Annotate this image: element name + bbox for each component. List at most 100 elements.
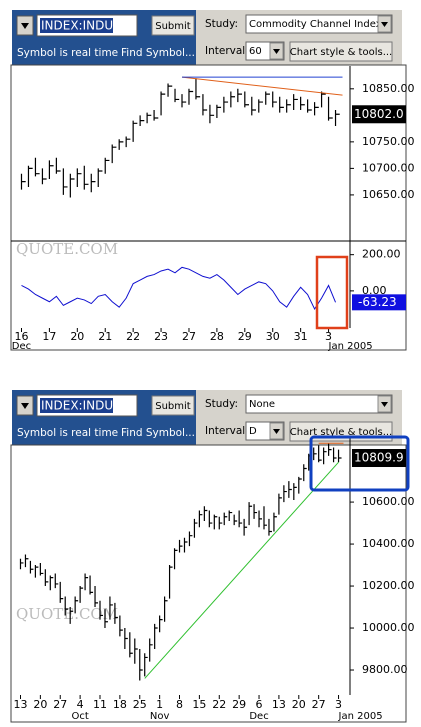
ohlc-bar <box>49 575 54 591</box>
ohlc-bar <box>223 512 228 526</box>
submit-button[interactable] <box>151 15 195 36</box>
ohlc-bar <box>258 99 263 113</box>
realtime-link[interactable]: Symbol is real time <box>17 427 118 439</box>
interval-label: Interval: <box>205 45 249 57</box>
ohlc-bar <box>258 510 263 528</box>
x-tick-label: 8 <box>176 698 183 711</box>
ohlc-bar <box>273 512 277 532</box>
ohlc-bar <box>34 157 40 177</box>
ohlc-bar <box>293 483 297 500</box>
ohlc-bar <box>313 447 317 461</box>
last-price: 10809.9 <box>354 451 404 465</box>
x-tick-label: 27 <box>312 698 326 711</box>
ohlc-bar <box>24 554 29 568</box>
ohlc-bar <box>208 510 213 528</box>
ohlc-bar <box>99 600 103 620</box>
x-tick-label: 23 <box>154 330 168 343</box>
ohlc-bar <box>54 573 59 589</box>
symbol-text: INDEX:INDU <box>41 19 113 33</box>
ohlc-bar <box>328 443 332 456</box>
y-tick-label: 9800.00 <box>362 663 408 676</box>
find-link[interactable]: Find Symbol... <box>121 427 195 439</box>
trend-line <box>181 76 343 96</box>
x-tick-label: 25 <box>133 698 147 711</box>
x-tick-label: 27 <box>53 698 67 711</box>
x-tick-label: 18 <box>113 698 127 711</box>
ohlc-bar <box>27 165 33 187</box>
menu-arrow <box>21 403 29 409</box>
y-tick-label: 10850.00 <box>362 82 415 95</box>
interval-value: D <box>249 426 257 437</box>
cci-last-box <box>352 294 406 311</box>
ohlc-bar <box>119 615 123 637</box>
ohlc-bar <box>134 638 138 664</box>
find-link[interactable]: Find Symbol... <box>121 47 195 59</box>
y-tick-label: 10200.00 <box>362 579 415 592</box>
study-label: Study: <box>205 18 238 30</box>
interval-arrow <box>273 49 280 54</box>
ohlc-bar <box>69 607 74 624</box>
ohlc-bar <box>89 575 94 595</box>
ohlc-bar <box>216 104 222 118</box>
menu-arrow <box>21 23 29 29</box>
ohlc-bar <box>83 165 89 190</box>
x-tick-label: 11 <box>93 698 107 711</box>
cci-last: -63.23 <box>358 295 397 309</box>
ohlc-bar <box>188 531 193 547</box>
x-tick-label: 22 <box>212 698 226 711</box>
ohlc-bar <box>149 638 153 662</box>
ohlc-bar <box>178 539 183 553</box>
month-label: Nov <box>150 711 170 722</box>
chart-frame <box>10 64 407 351</box>
submit-button[interactable] <box>151 395 195 416</box>
ohlc-bar <box>29 560 34 574</box>
ohlc-bar <box>164 596 168 622</box>
watermark: QUOTE.COM <box>16 240 118 258</box>
ohlc-bar <box>41 168 47 185</box>
ohlc-bar <box>153 110 159 121</box>
ohlc-bar <box>248 502 253 526</box>
ohlc-bar <box>268 518 272 536</box>
ohlc-bar <box>300 96 305 111</box>
study-value: Commodity Channel Index <box>249 19 382 30</box>
ohlc-bar <box>213 514 218 530</box>
ohlc-bar <box>251 96 256 116</box>
submit-label: Submit <box>155 401 191 412</box>
ohlc-bar <box>94 586 99 608</box>
study-value: None <box>249 399 275 410</box>
ohlc-bar <box>198 510 203 528</box>
trend-line <box>144 461 339 679</box>
study-select[interactable] <box>245 14 393 34</box>
ohlc-bar <box>76 168 82 187</box>
symbol-selection <box>40 398 113 413</box>
y-tick-label: 10650.00 <box>362 188 415 201</box>
ohlc-bar <box>146 112 152 124</box>
ohlc-bar <box>129 632 133 658</box>
ohlc-bar <box>288 481 292 498</box>
study-select[interactable] <box>245 394 393 414</box>
ohlc-bar <box>59 581 64 603</box>
ohlc-bar <box>74 596 79 614</box>
ohlc-bar <box>272 91 277 108</box>
tools-button[interactable] <box>289 41 393 62</box>
y-tick-label: 10000.00 <box>362 621 415 634</box>
ohlc-bar <box>62 168 68 195</box>
x-tick-label: 13 <box>13 698 27 711</box>
ohlc-bar <box>125 136 131 148</box>
ohlc-bar <box>334 110 340 126</box>
ohlc-bar <box>237 88 243 103</box>
x-tick-label: 15 <box>192 698 206 711</box>
ohlc-bar <box>173 548 178 570</box>
interval-arrow <box>273 429 280 434</box>
ohlc-bar <box>228 510 233 521</box>
ohlc-bar <box>286 99 291 113</box>
month-label: Dec <box>12 341 31 352</box>
x-tick-label: 30 <box>266 330 280 343</box>
y-tick-label: 10600.00 <box>362 495 415 508</box>
realtime-link[interactable]: Symbol is real time <box>17 47 118 59</box>
ohlc-bar <box>253 504 258 519</box>
ohlc-bar <box>20 173 26 190</box>
ohlc-bar <box>104 609 108 629</box>
y-tick-label: 10700.00 <box>362 161 415 174</box>
